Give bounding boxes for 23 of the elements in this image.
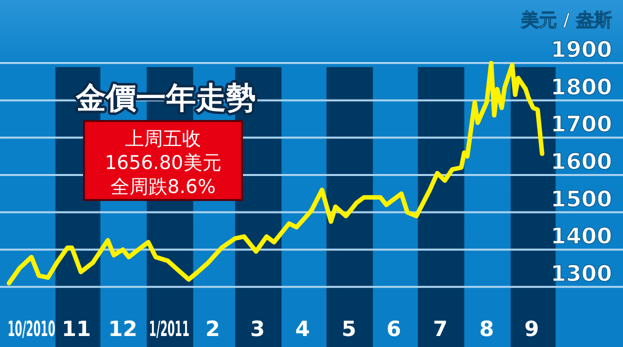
annotation: 全周跌8.6% — [110, 176, 216, 198]
annotation: 上周五收 — [125, 128, 201, 150]
y-tick-label: 1700 — [550, 112, 612, 138]
x-tick-label: 6 — [386, 317, 402, 341]
y-tick-label: 1500 — [550, 187, 612, 212]
x-tick-label: 7 — [432, 317, 448, 341]
x-tick-label: 9 — [524, 317, 539, 341]
x-tick-label: 2 — [205, 317, 220, 341]
annotation: 1656.80美元 — [104, 152, 222, 174]
x-tick-label: 12 — [108, 317, 138, 341]
x-tick-label: 5 — [342, 317, 356, 341]
y-tick-label: 1300 — [550, 262, 612, 287]
x-tick-label: 4 — [295, 317, 310, 341]
x-tick-label: 8 — [479, 317, 494, 341]
y-tick-label: 1600 — [550, 150, 612, 175]
y-tick-label: 1800 — [550, 75, 612, 100]
x-tick-label: 10/2010 — [8, 317, 56, 342]
y-axis-title: 美元 / 盎斯 — [520, 10, 612, 31]
x-tick-label: 3 — [250, 317, 265, 341]
y-tick-label: 1900 — [550, 38, 612, 64]
x-tick-label: 11 — [62, 317, 91, 341]
y-tick-label: 1400 — [550, 224, 612, 250]
x-tick-label: 1/2011 — [149, 317, 190, 342]
